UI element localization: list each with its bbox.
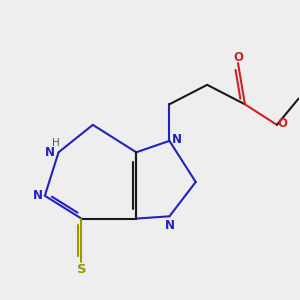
Text: N: N [32,189,42,202]
Text: N: N [172,133,182,146]
Text: O: O [278,117,288,130]
Text: N: N [45,146,55,159]
Text: O: O [233,51,243,64]
Text: S: S [76,263,86,276]
Text: N: N [164,219,174,232]
Text: H: H [52,138,59,148]
